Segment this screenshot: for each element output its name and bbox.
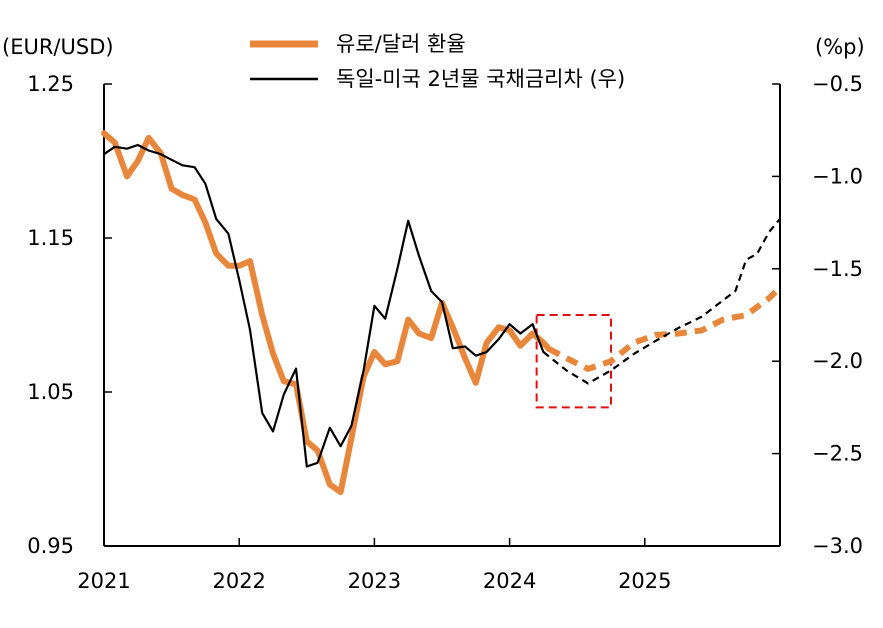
- right-tick-label: −1.0: [812, 164, 863, 188]
- legend-spread-label: 독일-미국 2년물 국채금리차 (우): [336, 67, 625, 91]
- eurusd-actual-line: [101, 130, 552, 496]
- eurusd-forecast-line: [547, 285, 783, 372]
- right-tick-label: −1.5: [812, 257, 863, 281]
- right-tick-label: −3.0: [812, 534, 863, 558]
- left-tick-label: 1.05: [27, 380, 74, 404]
- left-axis-unit: (EUR/USD): [2, 35, 114, 59]
- left-tick-label: 1.25: [27, 72, 74, 96]
- left-tick-label: 0.95: [27, 534, 74, 558]
- x-tick-label: 2022: [212, 569, 265, 593]
- axes: [103, 83, 781, 547]
- x-tick-label: 2021: [77, 569, 130, 593]
- right-tick-label: −2.0: [812, 349, 863, 373]
- right-axis-unit: (%p): [815, 35, 865, 59]
- spread-actual-line: [102, 143, 545, 468]
- right-tick-label: −2.5: [812, 442, 863, 466]
- legend-eurusd-label: 유로/달러 환율: [336, 32, 466, 56]
- x-tick-label: 2024: [483, 569, 536, 593]
- x-tick-label: 2023: [348, 569, 401, 593]
- legend: 유로/달러 환율 독일-미국 2년물 국채금리차 (우): [250, 32, 625, 91]
- series-layer: [101, 130, 783, 496]
- right-tick-label: −0.5: [812, 72, 863, 96]
- left-tick-label: 1.15: [27, 226, 74, 250]
- x-tick-label: 2025: [618, 569, 671, 593]
- spread-forecast-line: [542, 218, 781, 385]
- tick-labels: 1.25 1.15 1.05 0.95 −0.5 −1.0 −1.5 −2.0 −2.5 −3.0…: [27, 72, 863, 593]
